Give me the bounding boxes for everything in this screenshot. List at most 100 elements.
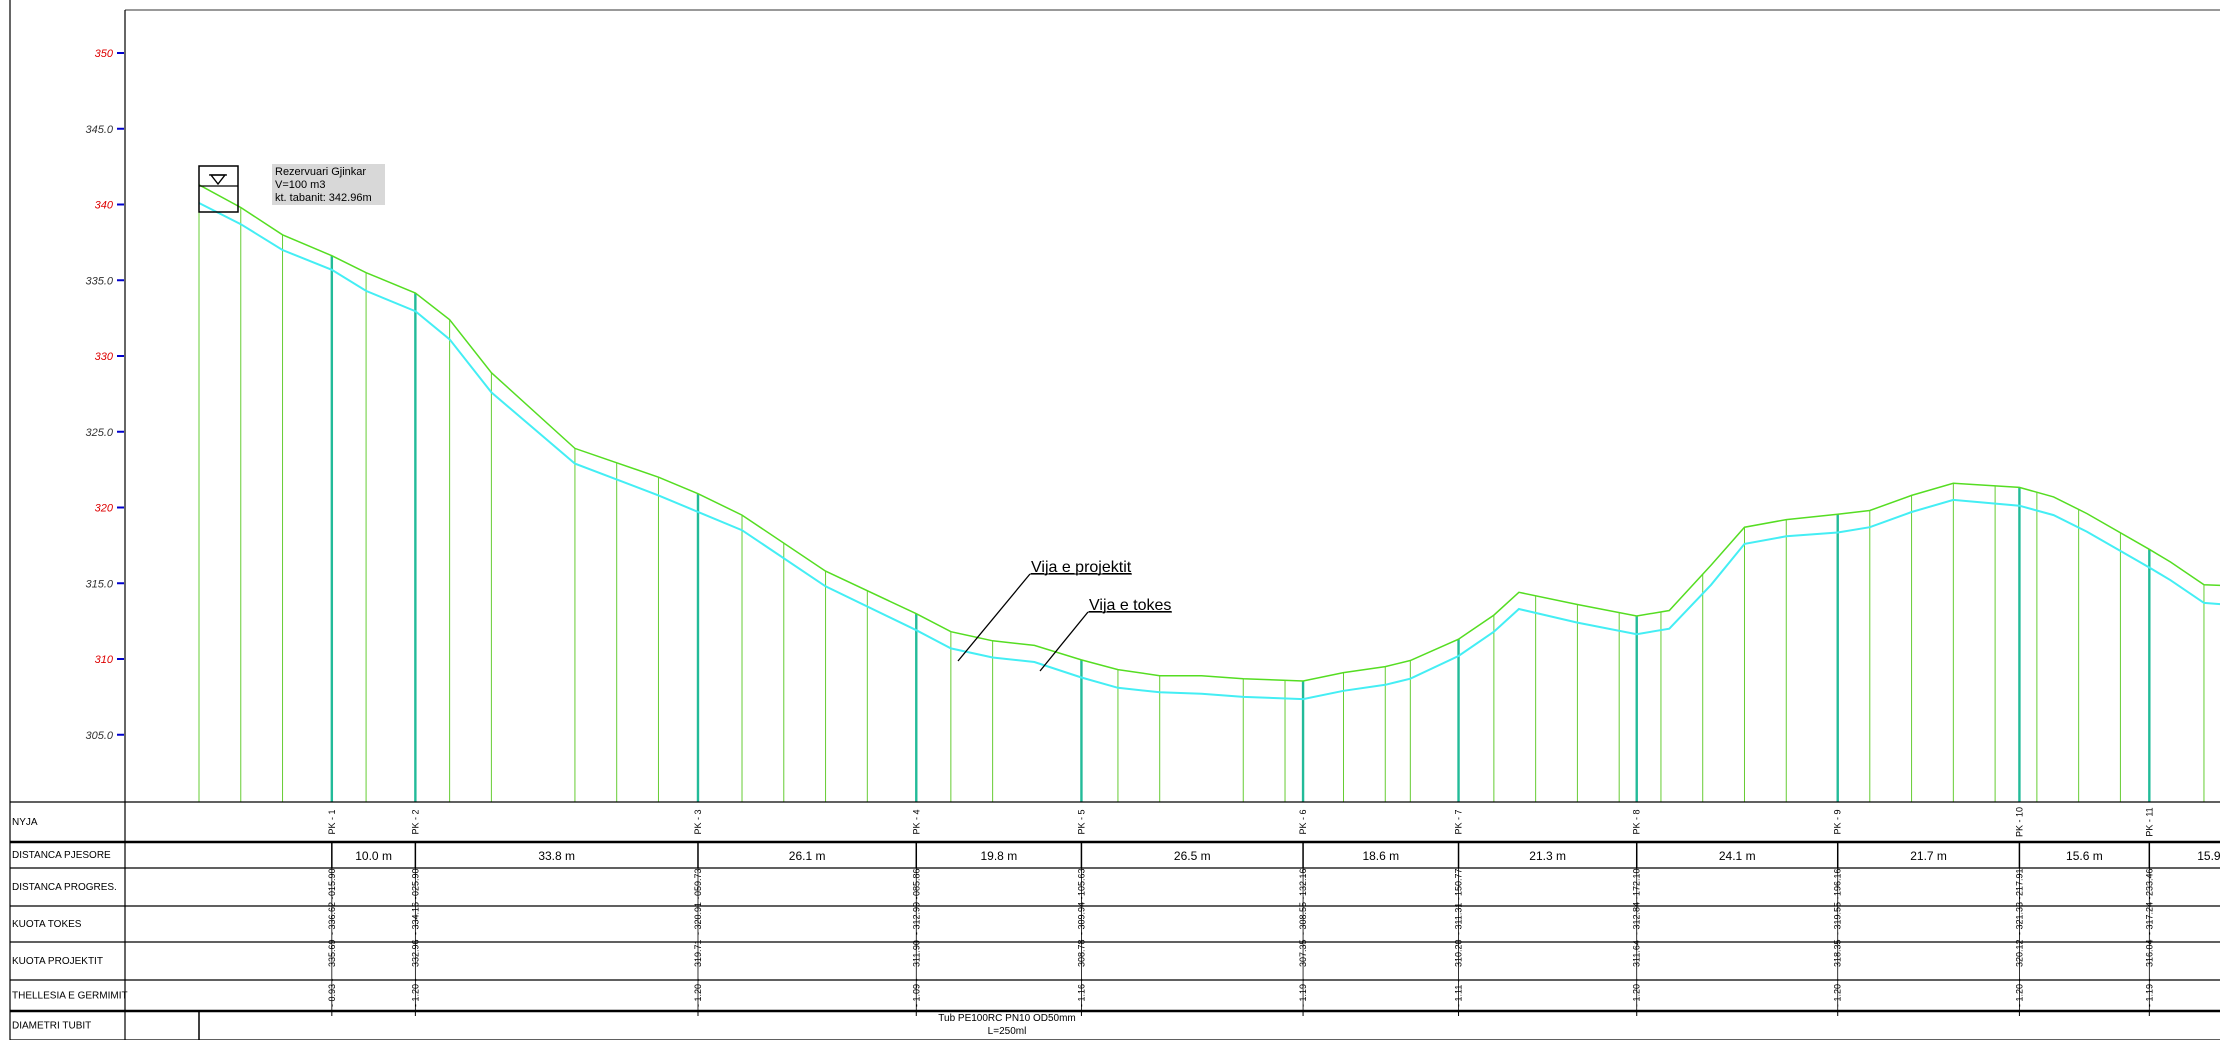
pipe-spec: Tub PE100RC PN10 OD50mm	[938, 1013, 1075, 1024]
ground-profile-line	[198, 184, 2220, 682]
depth-value: - 1.09 -	[911, 978, 921, 1007]
pipe-elevation-value: 320.12	[2014, 939, 2024, 967]
pipe-elevation-value: 335.69	[327, 939, 337, 967]
chainage-value: 025.90	[410, 868, 420, 896]
elevation-tick-label: 325.0	[85, 427, 113, 439]
elevation-tick-label: 315.0	[85, 578, 113, 590]
station-name: PK - 1	[327, 809, 337, 834]
partial-distance: 15.9 m	[2197, 849, 2220, 863]
pipe-elevation-value: 310.20	[1454, 939, 1464, 967]
reservoir-label-box	[272, 164, 385, 205]
partial-distance: 24.1 m	[1719, 849, 1756, 863]
depth-value: - 1.20 -	[693, 978, 703, 1007]
partial-distance: 10.0 m	[355, 849, 392, 863]
reservoir-name: Rezervuari Gjinkar	[275, 166, 366, 178]
ground-elevation-value: - 312.84 -	[1632, 896, 1642, 935]
station-value-column: - 1.20 - 318.35 - 319.55 -196.16	[1833, 868, 1843, 1007]
ground-elevation-value: - 336.62 -	[327, 896, 337, 935]
ground-elevation-value: - 319.55 -	[1833, 896, 1843, 935]
pipe-elevation-value: 316.04	[2144, 939, 2154, 967]
design-line-annotation: Vija e projektit	[1031, 559, 1132, 576]
chainage-value: 233.46	[2144, 868, 2154, 896]
elevation-tick-label: 335.0	[85, 275, 113, 287]
station-value-column: - 1.11 - 310.20 - 311.31 -150.77	[1454, 868, 1464, 1007]
design-line-leader	[957, 573, 1031, 662]
station-value-column: - 1.19 - 316.04 - 317.24 -233.46	[2144, 868, 2154, 1007]
ground-line-leader	[1039, 611, 1089, 672]
ground-elevation-value: - 308.55 -	[1298, 896, 1308, 935]
elevation-tick-label: 320	[95, 503, 114, 515]
ground-elevation-value: - 311.31 -	[1454, 897, 1464, 935]
depth-value: - 0.93 -	[327, 978, 337, 1007]
chainage-value: 085.86	[911, 868, 921, 896]
pipe-profile-line	[198, 202, 2220, 701]
chainage-value: 059.73	[693, 868, 703, 896]
depth-value: - 1.19 -	[1298, 978, 1308, 1007]
station-name: PK - 10	[2014, 807, 2024, 837]
table-row-label: NYJA	[12, 817, 38, 828]
table-row-label: KUOTA TOKES	[12, 919, 82, 930]
profile-annotations: Vija e projektit Vija e tokes	[957, 559, 1172, 672]
depth-value: - 1.20 -	[1833, 978, 1843, 1007]
partial-distance: 15.6 m	[2066, 849, 2103, 863]
depth-value: - 1.20 -	[410, 978, 420, 1007]
station-name: PK - 6	[1298, 809, 1308, 834]
ground-elevation-value: - 321.33 -	[2014, 896, 2024, 935]
station-lines	[330, 255, 2151, 802]
ordinate-lines	[198, 184, 2205, 802]
station-value-column: - 1.20 - 332.96 - 334.16 -025.90	[410, 868, 420, 1007]
station-name: PK - 4	[911, 809, 921, 834]
water-level-triangle-icon	[209, 174, 227, 186]
station-name: PK - 2	[410, 809, 420, 834]
table-row-label: DISTANCA PJESORE	[12, 850, 111, 861]
depth-value: - 1.20 -	[1632, 978, 1642, 1007]
ground-line-annotation: Vija e tokes	[1089, 597, 1171, 614]
pipe-elevation-value: 307.35	[1298, 939, 1308, 967]
chainage-value: 150.77	[1454, 868, 1464, 896]
elevation-tick-label: 310	[95, 654, 114, 666]
table-row-label: KUOTA PROJEKTIT	[12, 956, 103, 967]
pipe-elevation-value: 318.35	[1833, 939, 1843, 967]
reservoir-symbol	[198, 165, 239, 213]
partial-distance: 26.5 m	[1174, 849, 1211, 863]
station-name: PK - 5	[1076, 809, 1086, 834]
partial-distance: 26.1 m	[789, 849, 826, 863]
station-value-column: - 1.20 - 319.71 - 320.91 -059.73	[693, 868, 703, 1007]
station-name: PK - 7	[1454, 809, 1464, 834]
partial-distance: 18.6 m	[1362, 849, 1399, 863]
reservoir: Rezervuari Gjinkar V=100 m3 kt. tabanit:…	[198, 164, 385, 213]
depth-value: - 1.16 -	[1076, 978, 1086, 1007]
chainage-value: 196.16	[1833, 868, 1843, 896]
partial-distance: 21.7 m	[1910, 849, 1947, 863]
station-value-column: - 0.93 - 335.69 - 336.62 -015.90	[327, 868, 337, 1007]
pipe-elevation-value: 311.64	[1632, 940, 1642, 967]
table-row-label: DISTANCA PROGRES.	[12, 882, 117, 893]
station-value-column: - 1.20 - 311.64 - 312.84 -172.10	[1632, 868, 1642, 1007]
ground-elevation-value: - 320.91 -	[693, 896, 703, 935]
station-value-columns: - 0.93 - 335.69 - 336.62 -015.90 - 1.20 - 33…	[327, 868, 2154, 1007]
table-row-label: DIAMETRI TUBIT	[12, 1021, 91, 1032]
partial-distance: 33.8 m	[538, 849, 575, 863]
chainage-value: 132.16	[1298, 868, 1308, 896]
partial-distance-row: 10.0 m 33.8 m 26.1 m 19.8 m 26.5 m 18.6 m 21.3…	[355, 849, 2220, 863]
station-value-column: - 1.20 - 320.12 - 321.33 -217.91	[2014, 868, 2024, 1007]
elevation-tick-label: 345.0	[85, 124, 113, 136]
chainage-value: 172.10	[1632, 868, 1642, 896]
elevation-axis: 350 345.0 340 335.0 330 325.0 320 315.0 310 305.0	[85, 48, 124, 742]
pipe-elevation-value: 308.78	[1076, 939, 1086, 967]
elevation-tick-label: 350	[95, 48, 114, 60]
ground-elevation-value: - 312.99 -	[911, 896, 921, 935]
chainage-value: 217.91	[2014, 868, 2024, 896]
elevation-tick-label: 330	[95, 351, 114, 363]
station-name: PK - 3	[693, 809, 703, 834]
table-row-labels: NYJA DISTANCA PJESORE DISTANCA PROGRES. KUO…	[12, 817, 128, 1032]
depth-value: - 1.19 -	[2144, 978, 2154, 1007]
ground-elevation-value: - 317.24 -	[2144, 896, 2154, 935]
depth-value: - 1.11 -	[1454, 979, 1464, 1007]
station-name: PK - 9	[1833, 809, 1843, 834]
pipe-elevation-value: 332.96	[410, 939, 420, 967]
elevation-tick-label: 340	[95, 200, 114, 212]
pipe-elevation-value: 319.71	[693, 939, 703, 967]
reservoir-bottom-level: kt. tabanit: 342.96m	[275, 192, 372, 204]
